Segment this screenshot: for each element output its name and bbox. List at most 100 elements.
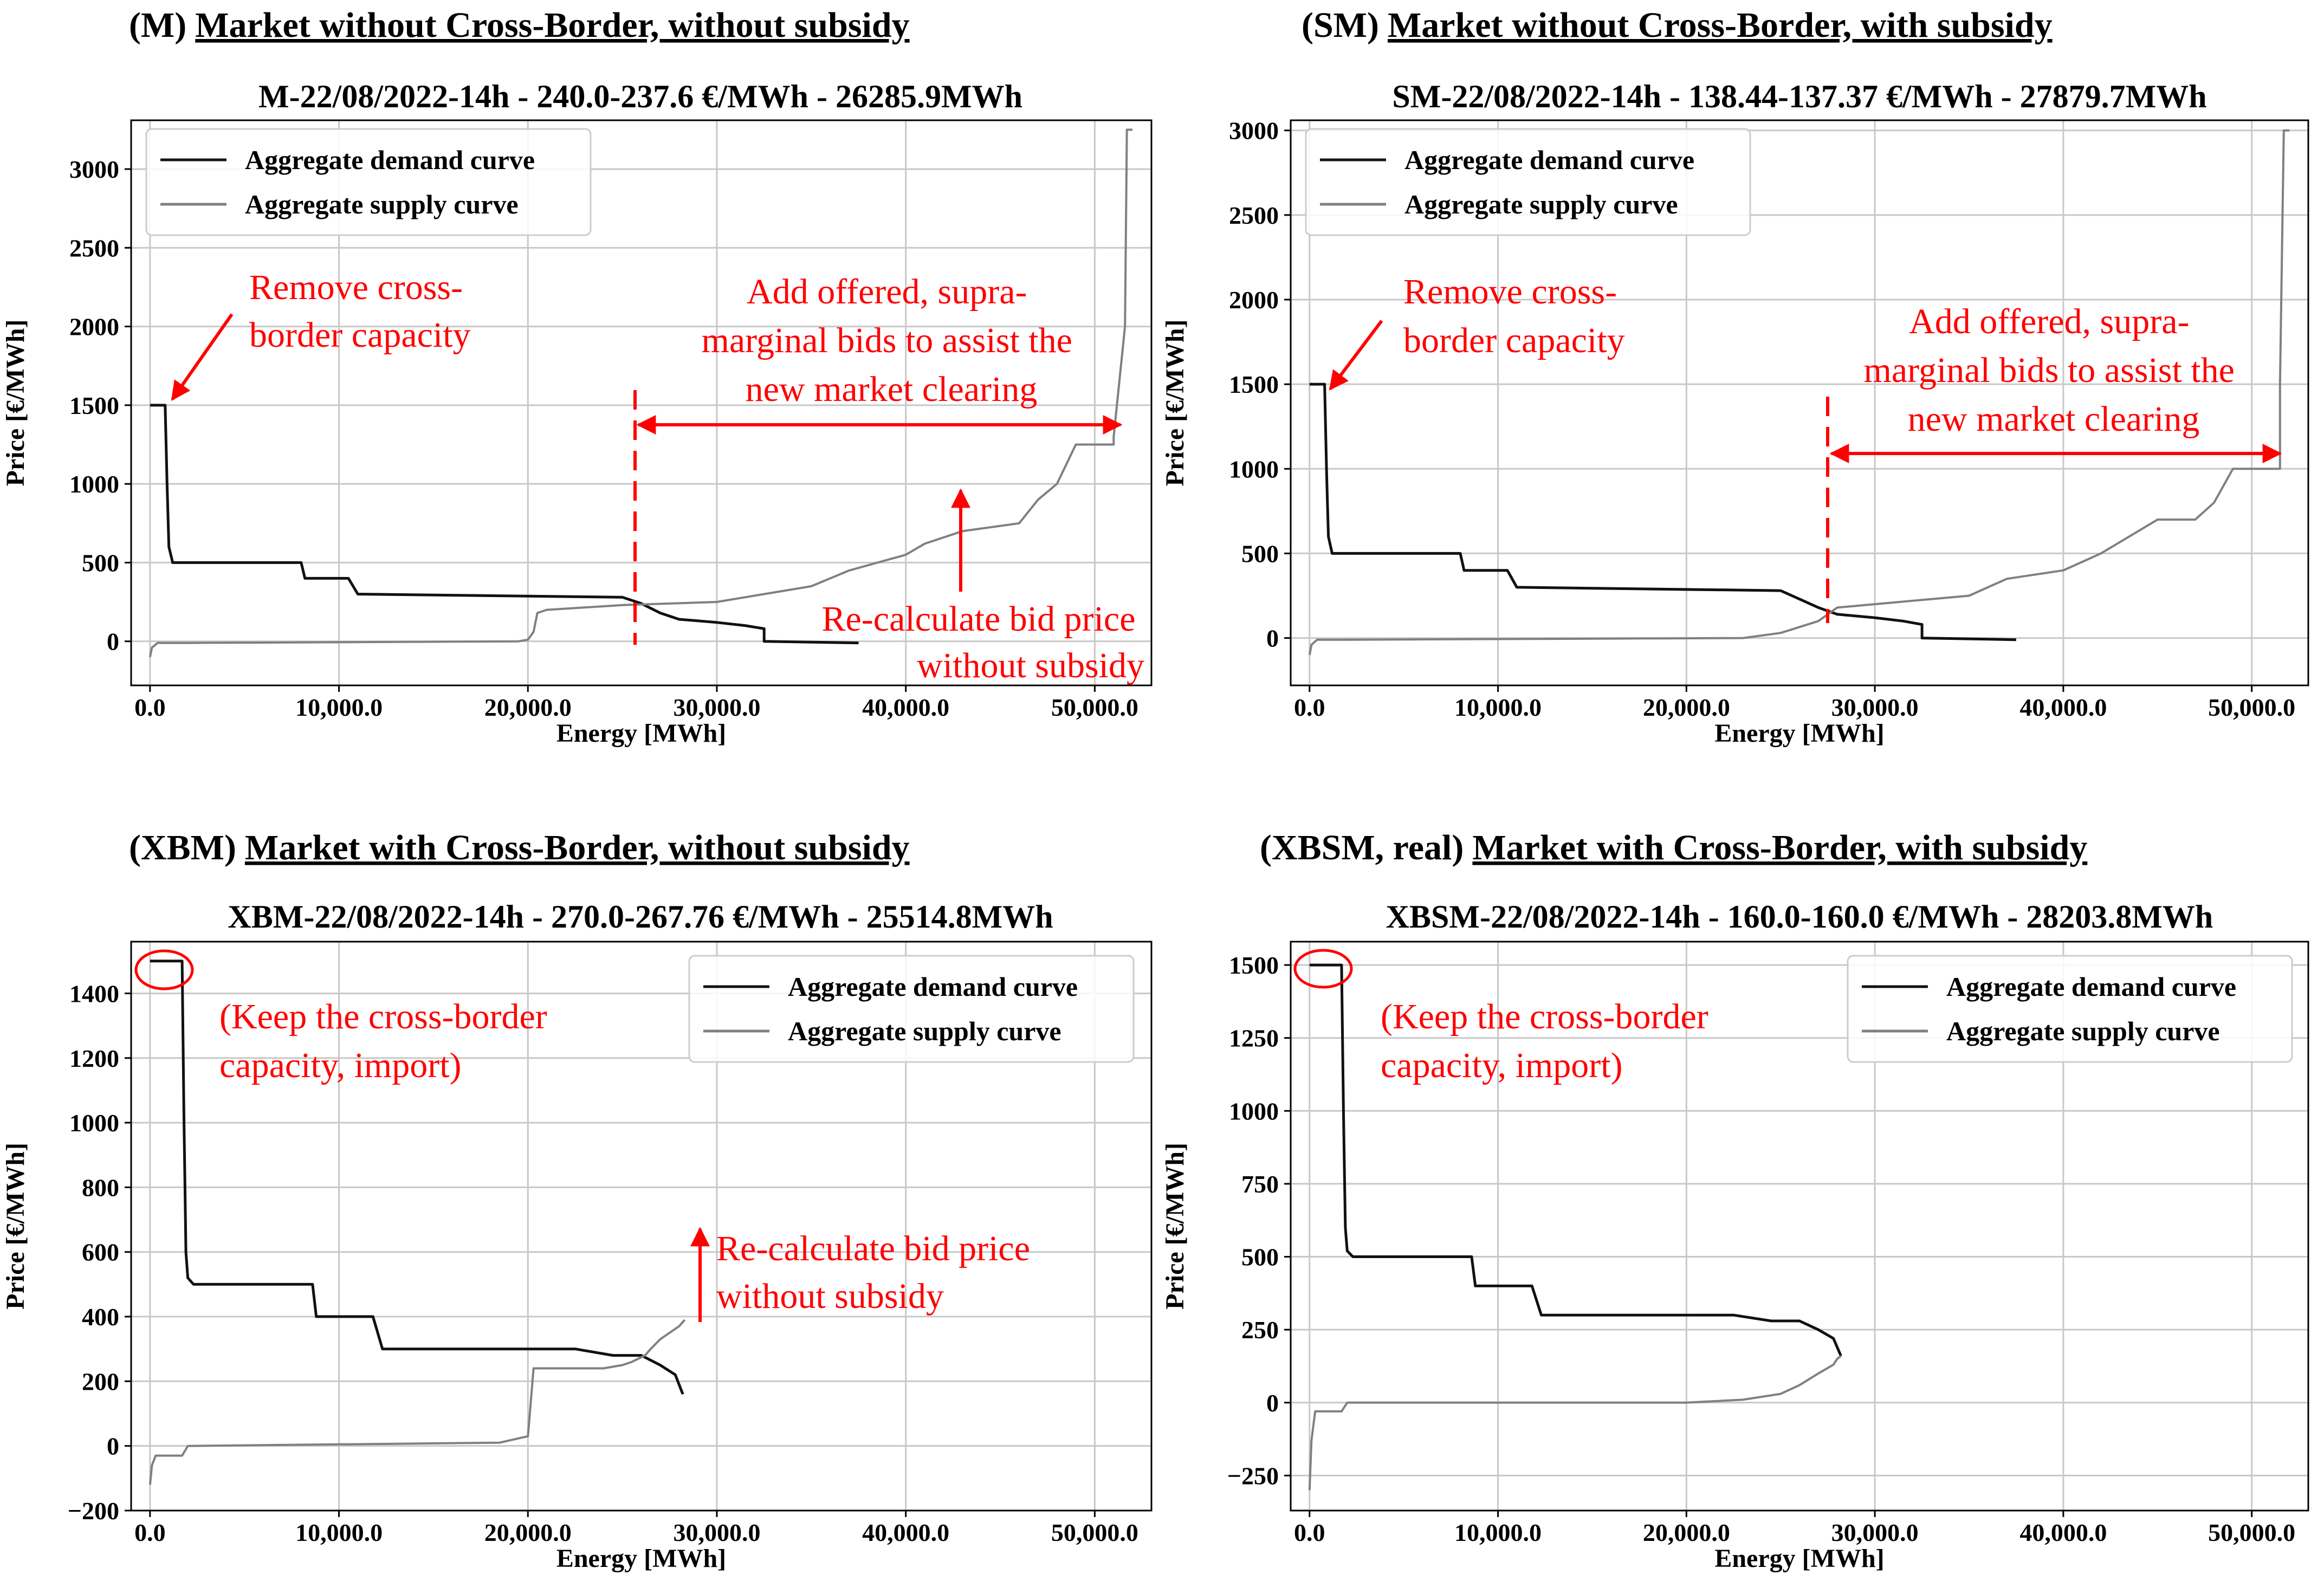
x-tick-label: 40,000.0 <box>2019 1519 2107 1546</box>
panel-xbm: (XBM) Market with Cross-Border, without s… <box>1 828 1153 1573</box>
y-axis-label: Price [€/MWh] <box>1161 320 1189 487</box>
legend-label: Aggregate supply curve <box>1404 189 1678 219</box>
annotation-line: (Keep the cross-border <box>219 997 547 1036</box>
annotation-line: without subsidy <box>716 1277 944 1316</box>
legend-box <box>1847 955 2293 1063</box>
x-tick-label: 0.0 <box>1294 1519 1325 1546</box>
annotation-line: capacity, import) <box>219 1046 462 1085</box>
panel-m: (M) Market without Cross-Border, without … <box>1 5 1153 748</box>
x-tick-label: 30,000.0 <box>673 1519 760 1546</box>
x-tick-label: 40,000.0 <box>862 1519 949 1546</box>
x-axis-label: Energy [MWh] <box>1714 1544 1884 1573</box>
y-tick-label: 0 <box>1266 625 1279 652</box>
y-tick-label: 600 <box>82 1239 119 1266</box>
plot-area: 0.0 10,000.0 20,000.0 30,000.0 40,000.0 50,00… <box>1161 941 2309 1573</box>
highlight-ellipse <box>134 949 194 990</box>
supply-curve-line <box>1308 129 2290 656</box>
y-tick-label: 1500 <box>1229 951 1279 979</box>
x-tick-label: 30,000.0 <box>673 694 760 721</box>
annotation-arrow <box>171 313 234 401</box>
annotation-line: Remove cross- <box>1403 272 1617 312</box>
header-title: Market with Cross-Border, with subsidy <box>1472 828 2087 867</box>
y-tick-label: 1000 <box>1229 1097 1279 1125</box>
x-tick-label: 40,000.0 <box>2019 694 2107 721</box>
x-tick-label: 20,000.0 <box>484 694 572 721</box>
legend-label: Aggregate demand curve <box>245 145 535 175</box>
annotation-line: new market clearing <box>746 370 1038 409</box>
demand-curve-line <box>1309 963 1842 1357</box>
y-tick-label: 400 <box>82 1303 119 1331</box>
y-tick-label: 1250 <box>1229 1025 1279 1052</box>
y-tick-label: 1500 <box>1229 371 1279 398</box>
plot-area: 0.0 10,000.0 20,000.0 30,000.0 40,000.0 50,00… <box>1161 117 2309 748</box>
annotation-line: Add offered, supra- <box>747 272 1027 312</box>
y-tick-label: 1500 <box>69 392 119 419</box>
panel-header: (XBM) Market with Cross-Border, without s… <box>129 828 910 867</box>
annotation-layer: (Keep the cross-border capacity, import) <box>1293 949 1708 1085</box>
legend-label: Aggregate demand curve <box>1946 971 2236 1002</box>
annotation-line: Add offered, supra- <box>1909 302 2189 341</box>
annotation-remove-cross-border: Remove cross- border capacity <box>249 268 472 355</box>
y-tick-label: 500 <box>1241 540 1279 567</box>
y-tick-label: 0 <box>1266 1389 1279 1417</box>
legend-label: Aggregate supply curve <box>245 189 519 219</box>
annotation-remove-cross-border: Remove cross- border capacity <box>1403 272 1626 360</box>
legend-box <box>688 955 1135 1063</box>
axes-frame <box>130 119 1153 686</box>
y-tick-label: 1200 <box>69 1045 119 1072</box>
y-tick-label: 800 <box>82 1174 119 1201</box>
y-tick-label: 2000 <box>69 313 119 341</box>
x-axis-label: Energy [MWh] <box>556 1544 726 1573</box>
annotation-add-bids: Add offered, supra- marginal bids to ass… <box>1864 302 2244 439</box>
y-tick-label: 200 <box>82 1368 119 1395</box>
y-tick-label: 500 <box>1241 1243 1279 1271</box>
header-prefix: (XBM) <box>129 828 236 867</box>
legend-label: Aggregate supply curve <box>1946 1016 2220 1046</box>
supply-curve-line <box>148 1319 686 1485</box>
header-title: Market with Cross-Border, without subsid… <box>245 828 910 867</box>
legend: Aggregate demand curve Aggregate supply c… <box>1305 128 1751 236</box>
x-tick-label: 0.0 <box>1294 694 1325 721</box>
y-tick-label: 3000 <box>69 155 119 183</box>
panel-xbsm: (XBSM, real) Market with Cross-Border, wi… <box>1161 828 2309 1573</box>
x-tick-label: 40,000.0 <box>862 694 949 721</box>
x-tick-label: 0.0 <box>134 1519 166 1546</box>
annotation-line: capacity, import) <box>1381 1046 1623 1085</box>
annotation-line: marginal bids to assist the <box>702 321 1072 360</box>
y-tick-label: 1000 <box>1229 455 1279 483</box>
x-tick-label: 0.0 <box>134 694 166 721</box>
x-tick-label: 30,000.0 <box>1831 1519 1919 1546</box>
chart-title: M-22/08/2022-14h - 240.0-237.6 €/MWh - 2… <box>258 79 1022 114</box>
x-tick-label: 30,000.0 <box>1831 694 1919 721</box>
x-axis-label: Energy [MWh] <box>1714 719 1884 748</box>
plot-area: 0.0 10,000.0 20,000.0 30,000.0 40,000.0 50,00… <box>1 941 1153 1573</box>
demand-curve-line <box>150 960 684 1395</box>
y-tick-label: 2000 <box>1229 286 1279 314</box>
legend-label: Aggregate supply curve <box>788 1016 1061 1046</box>
header-title: Market without Cross-Border, with subsid… <box>1388 5 2053 45</box>
x-tick-label: 50,000.0 <box>1051 694 1138 721</box>
annotation-recalculate: Re-calculate bid price without subsidy <box>821 599 1144 685</box>
y-tick-label: 2500 <box>69 234 119 262</box>
x-tick-label: 10,000.0 <box>295 694 383 721</box>
legend-box <box>1305 128 1751 236</box>
y-tick-label: 1400 <box>69 980 119 1007</box>
panel-header: (M) Market without Cross-Border, without … <box>129 5 910 45</box>
x-tick-label: 20,000.0 <box>1643 694 1730 721</box>
y-tick-label: 500 <box>82 549 119 576</box>
x-tick-label: 20,000.0 <box>484 1519 572 1546</box>
annotation-layer: Remove cross- border capacity Add offere… <box>1329 272 2282 623</box>
annotation-line: marginal bids to assist the <box>1864 351 2235 390</box>
legend: Aggregate demand curve Aggregate supply c… <box>1847 955 2293 1063</box>
chart-title: XBSM-22/08/2022-14h - 160.0-160.0 €/MWh … <box>1386 899 2213 935</box>
supply-curve-line <box>148 128 1133 658</box>
annotation-line: (Keep the cross-border <box>1381 997 1708 1036</box>
highlight-ellipse <box>1293 949 1353 989</box>
annotation-arrow <box>1329 320 1383 391</box>
panel-sm: (SM) Market without Cross-Border, with su… <box>1161 5 2309 748</box>
axes-frame <box>1290 119 2309 686</box>
y-axis-label: Price [€/MWh] <box>1 1143 30 1310</box>
y-tick-label: −250 <box>1227 1462 1279 1489</box>
annotation-recalculate: Re-calculate bid price without subsidy <box>716 1229 1039 1316</box>
